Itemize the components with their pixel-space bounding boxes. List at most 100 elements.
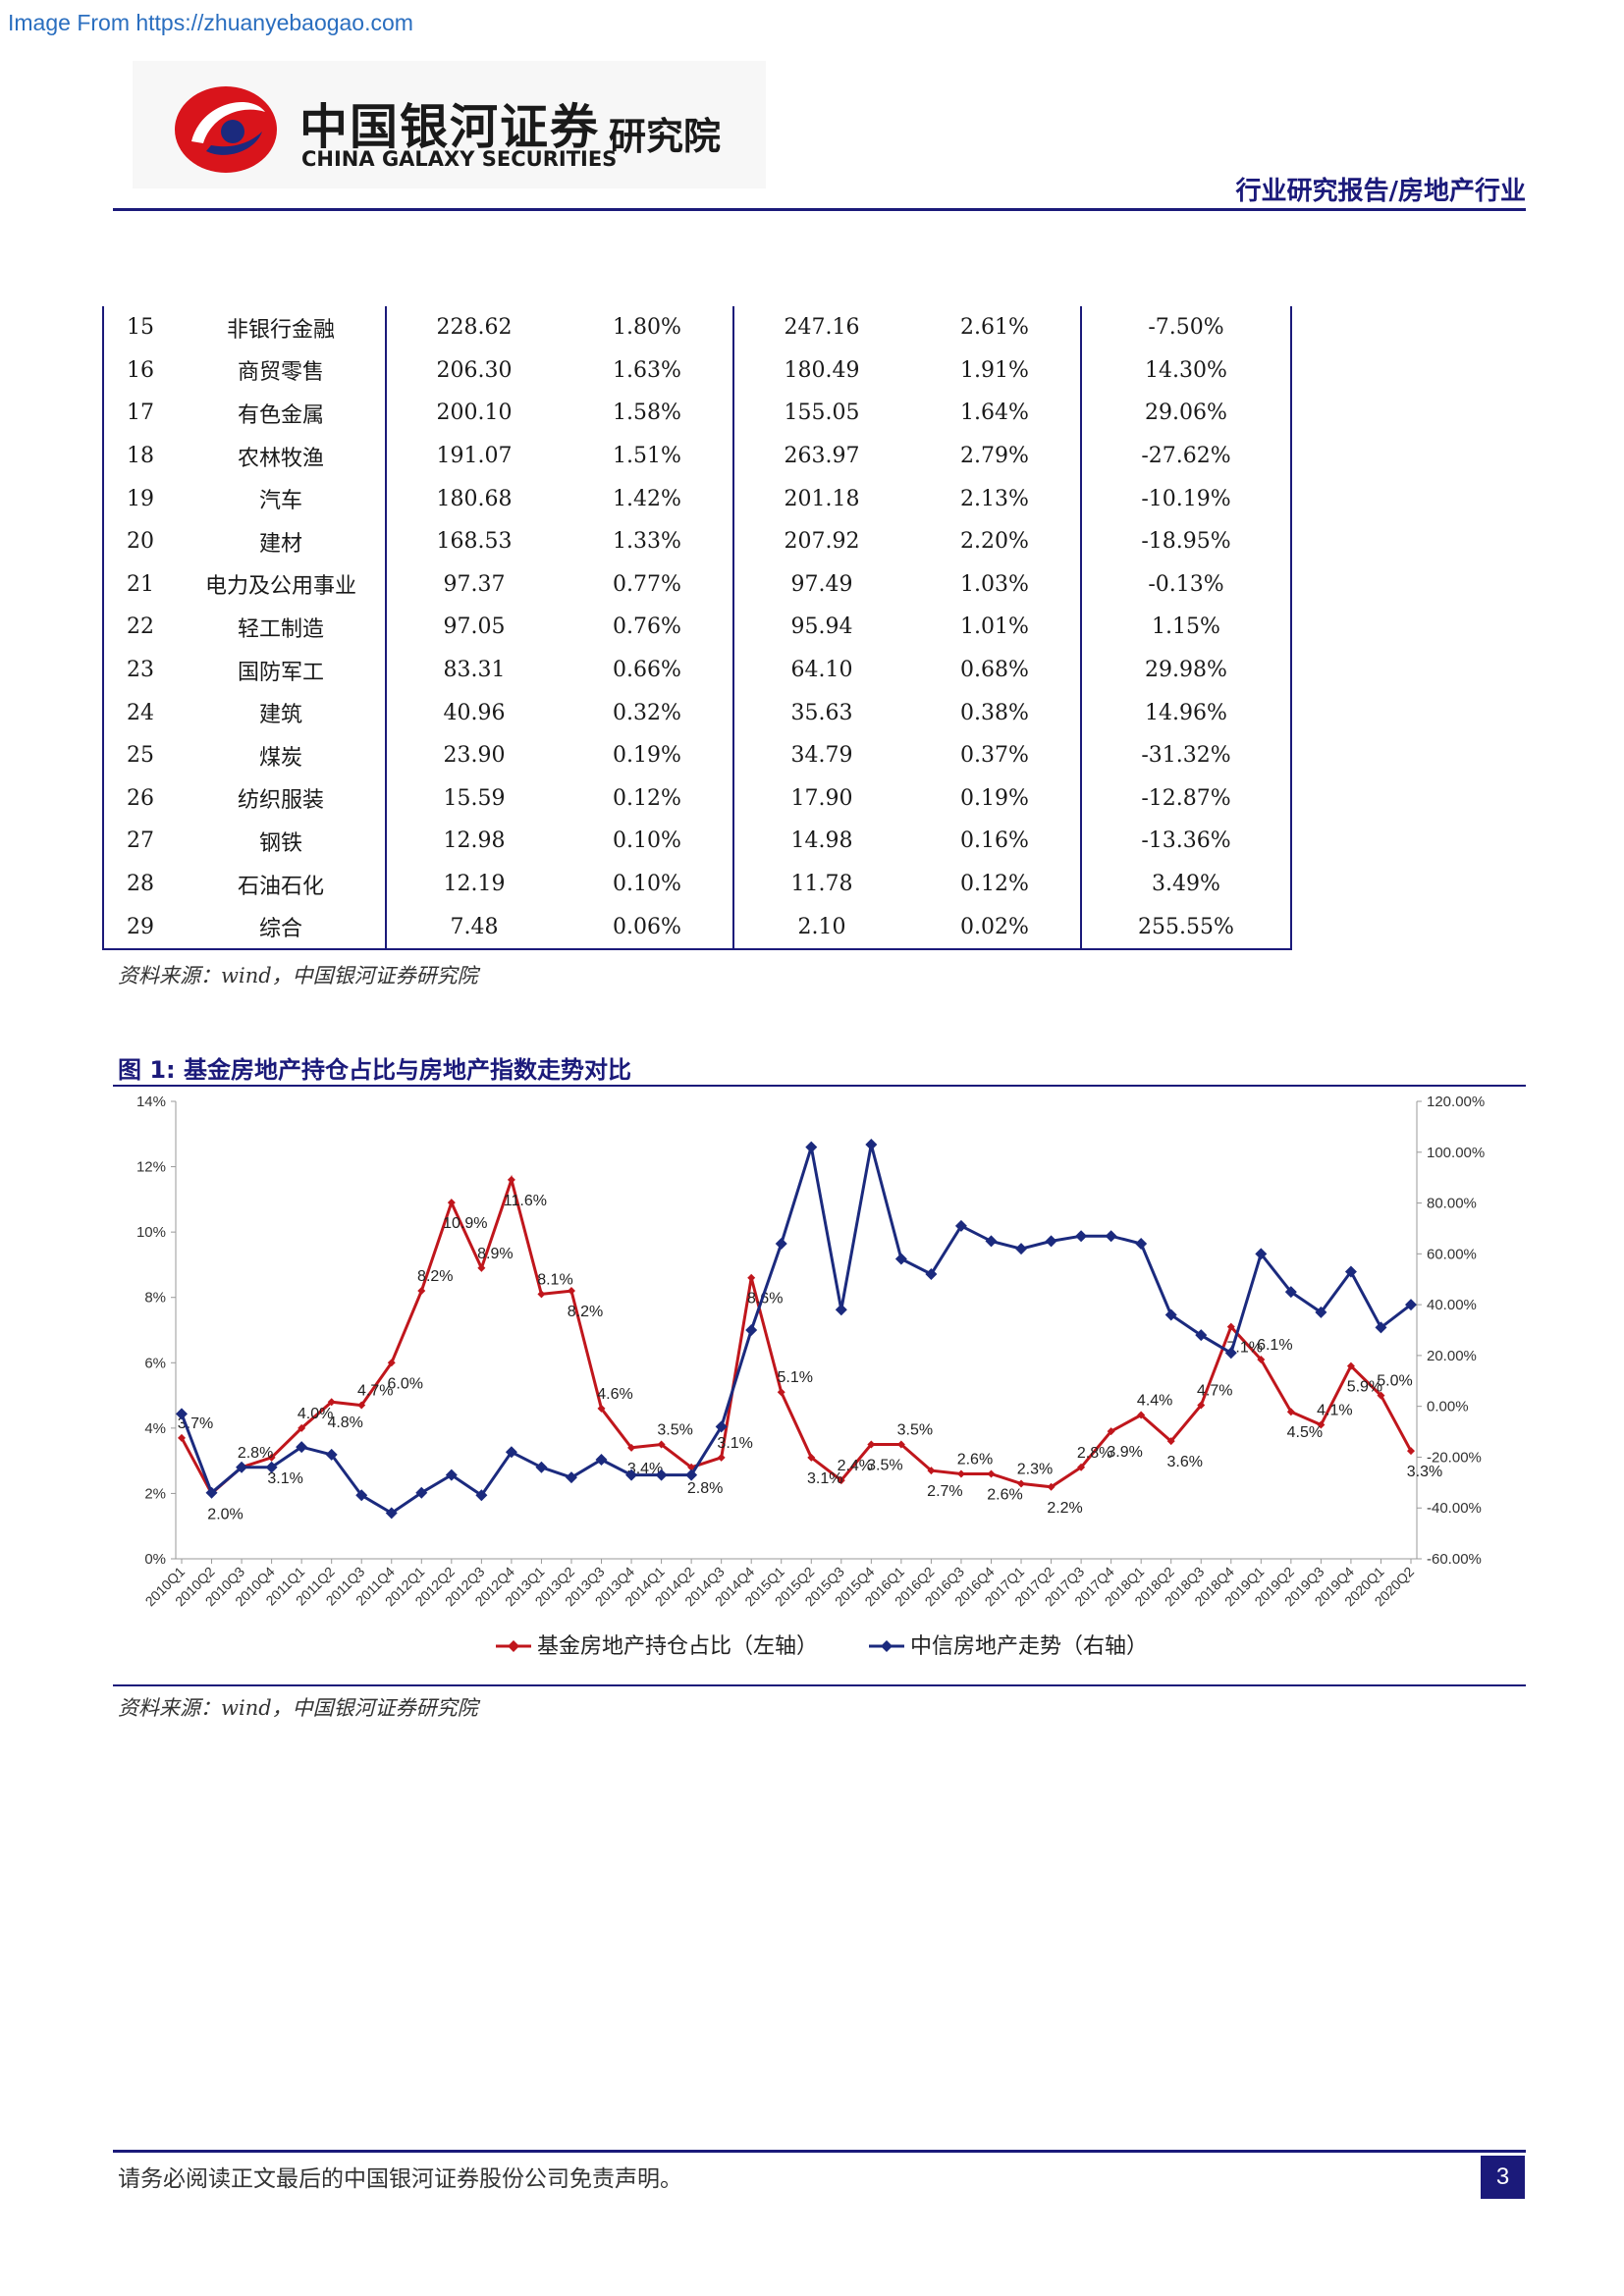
table-row: 22 轻工制造 97.05 0.76% 95.94 1.01% 1.15% xyxy=(102,606,1292,649)
series-point-diamond xyxy=(894,1253,907,1265)
series-point-small xyxy=(507,1175,515,1184)
ratio-b: 2.79% xyxy=(909,434,1082,478)
value-b: 34.79 xyxy=(790,743,853,769)
series-point-small xyxy=(537,1290,546,1299)
ratio-a: 0.32% xyxy=(562,691,734,734)
series-point-diamond xyxy=(625,1468,638,1481)
table-row: 25 煤炭 23.90 0.19% 34.79 0.37% -31.32% xyxy=(102,733,1292,777)
header-divider xyxy=(113,208,1526,211)
series-point-small xyxy=(627,1443,636,1452)
industry-name: 煤炭 xyxy=(177,733,387,777)
row-index: 28 xyxy=(102,862,177,906)
ratio-a: 0.77% xyxy=(562,562,734,607)
series-point-small xyxy=(747,1273,756,1282)
right-tick-label: 40.00% xyxy=(1427,1297,1477,1313)
ratio-a: 0.10% xyxy=(562,862,734,906)
ratio-b: 0.16% xyxy=(909,820,1082,863)
data-label: 3.4% xyxy=(627,1461,663,1477)
series-point-small xyxy=(387,1359,396,1367)
change-pct: -7.50% xyxy=(1081,306,1292,349)
change-pct: -10.19% xyxy=(1081,477,1292,520)
left-tick-label: 8% xyxy=(144,1290,166,1307)
figure-title: 图 1: 基金房地产持仓占比与房地产指数走势对比 xyxy=(118,1056,632,1084)
series-point-small xyxy=(1197,1401,1206,1410)
series-point-diamond xyxy=(415,1486,428,1499)
series-point-diamond xyxy=(1075,1230,1088,1243)
series-point-small xyxy=(567,1287,575,1296)
industry-name: 建材 xyxy=(177,519,387,563)
right-tick-label: -60.00% xyxy=(1427,1551,1482,1568)
change-pct: -13.36% xyxy=(1081,820,1292,863)
left-tick-label: 2% xyxy=(144,1485,166,1502)
value-a: 40.96 xyxy=(443,700,506,725)
industry-name: 商贸零售 xyxy=(177,348,387,393)
ratio-b: 0.68% xyxy=(909,648,1082,692)
series-point-diamond xyxy=(325,1448,338,1461)
series-point-diamond xyxy=(954,1219,967,1232)
series-point-small xyxy=(807,1453,816,1462)
series-point-diamond xyxy=(685,1468,698,1481)
series-point-diamond xyxy=(1315,1306,1327,1318)
report-category: 行业研究报告/房地产行业 xyxy=(1235,177,1527,206)
series-point-small xyxy=(1286,1408,1295,1416)
series-point-diamond xyxy=(1284,1286,1297,1299)
series-point-small xyxy=(357,1401,366,1410)
figure-source-note: 资料来源：wind，中国银河证券研究院 xyxy=(118,1696,478,1720)
row-index: 22 xyxy=(102,606,177,649)
change-pct: 3.49% xyxy=(1081,862,1292,906)
series-point-diamond xyxy=(505,1446,517,1459)
series-point-small xyxy=(597,1404,606,1413)
series-point-small xyxy=(178,1433,186,1442)
data-label: 8.2% xyxy=(417,1268,453,1285)
industry-name: 汽车 xyxy=(177,477,387,520)
series-point-diamond xyxy=(355,1489,368,1502)
series-point-small xyxy=(1407,1447,1415,1456)
series-point-diamond xyxy=(775,1237,787,1250)
value-b: 64.10 xyxy=(790,658,853,683)
data-label: 3.5% xyxy=(897,1422,933,1439)
right-tick-label: 120.00% xyxy=(1427,1094,1485,1110)
industry-name: 国防军工 xyxy=(177,648,387,692)
change-pct: -18.95% xyxy=(1081,519,1292,563)
series-point-diamond xyxy=(1164,1308,1177,1321)
table-row: 28 石油石化 12.19 0.10% 11.78 0.12% 3.49% xyxy=(102,862,1292,906)
series-point-small xyxy=(1226,1322,1235,1331)
series-point-small xyxy=(1077,1463,1086,1471)
industry-name: 综合 xyxy=(177,905,387,950)
legend-label: 基金房地产持仓占比（左轴） xyxy=(537,1634,818,1659)
series-point-small xyxy=(477,1263,486,1272)
series-point-diamond xyxy=(1255,1248,1268,1260)
series-point-diamond xyxy=(1344,1265,1357,1278)
change-pct: -0.13% xyxy=(1081,562,1292,607)
series-point-diamond xyxy=(475,1489,488,1502)
value-b: 95.94 xyxy=(790,614,853,640)
data-label: 2.8% xyxy=(238,1445,273,1462)
series-point-small xyxy=(777,1388,785,1397)
left-tick-label: 4% xyxy=(144,1420,166,1437)
right-tick-label: 0.00% xyxy=(1427,1399,1469,1415)
data-label: 8.9% xyxy=(477,1246,513,1262)
series-point-diamond xyxy=(296,1441,308,1454)
data-label: 4.1% xyxy=(1317,1403,1352,1419)
ratio-a: 0.66% xyxy=(562,648,734,692)
table-row: 24 建筑 40.96 0.32% 35.63 0.38% 14.96% xyxy=(102,691,1292,734)
value-a: 168.53 xyxy=(436,529,513,555)
value-a: 15.59 xyxy=(443,785,506,811)
table-row: 17 有色金属 200.10 1.58% 155.05 1.64% 29.06% xyxy=(102,392,1292,435)
data-label: 5.0% xyxy=(1377,1373,1412,1390)
series-point-diamond xyxy=(1015,1243,1028,1255)
data-label: 3.1% xyxy=(807,1470,842,1487)
series-point-small xyxy=(657,1440,666,1449)
row-index: 21 xyxy=(102,562,177,607)
left-tick-label: 10% xyxy=(136,1224,166,1241)
right-tick-label: 100.00% xyxy=(1427,1145,1485,1161)
value-a: 180.68 xyxy=(436,486,513,511)
data-label: 3.1% xyxy=(267,1470,302,1487)
ratio-a: 1.42% xyxy=(562,477,734,520)
data-label: 5.9% xyxy=(1347,1379,1382,1396)
ratio-a: 0.76% xyxy=(562,606,734,649)
change-pct: 255.55% xyxy=(1081,905,1292,950)
ratio-a: 1.80% xyxy=(562,306,734,349)
value-a: 97.05 xyxy=(443,614,506,640)
series-point-diamond xyxy=(715,1420,728,1433)
